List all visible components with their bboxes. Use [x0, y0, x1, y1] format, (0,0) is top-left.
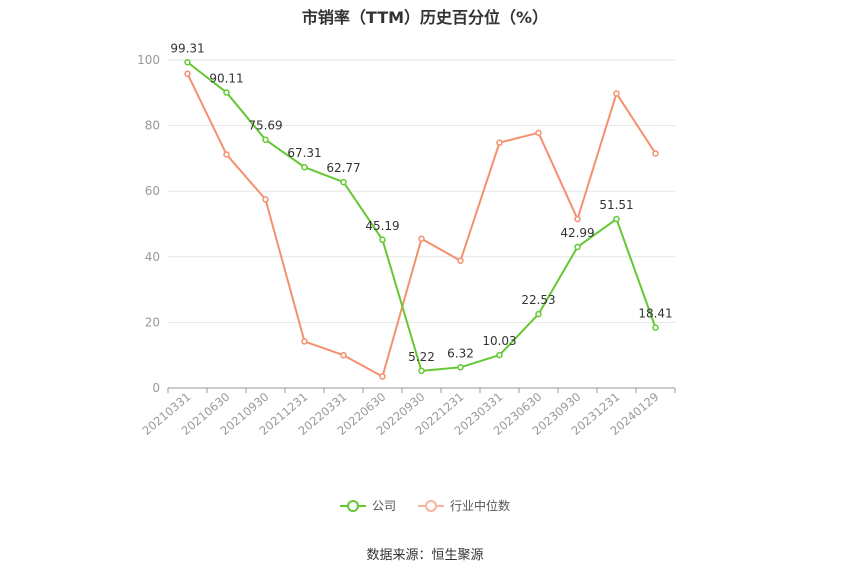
legend-label-industry-median: 行业中位数	[450, 499, 511, 513]
data-point-company	[613, 215, 620, 223]
data-point-industry-median	[574, 215, 581, 223]
data-point-company	[496, 351, 503, 359]
data-label: 99.31	[170, 41, 204, 55]
data-point-industry-median	[496, 139, 503, 146]
legend: 公司 行业中位数	[0, 497, 850, 514]
data-point-industry-median	[301, 338, 308, 345]
data-point-company	[301, 163, 308, 171]
data-source: 数据来源：恒生聚源	[366, 548, 484, 563]
y-tick-label: 20	[145, 315, 160, 329]
data-point-company	[457, 364, 464, 371]
data-point-industry-median	[652, 150, 659, 157]
data-point-company	[223, 89, 230, 96]
data-label: 18.41	[638, 307, 672, 321]
data-point-industry-median	[457, 257, 464, 264]
data-label: 62.77	[326, 161, 360, 175]
chart-title: 市销率（TTM）历史百分位（%）	[301, 8, 549, 27]
data-label: 6.32	[447, 346, 474, 360]
data-point-company	[184, 59, 191, 66]
data-label: 22.53	[521, 293, 555, 307]
y-tick-label: 60	[145, 184, 160, 198]
y-tick-label: 80	[145, 119, 160, 133]
data-point-company	[262, 136, 269, 143]
legend-label-company: 公司	[371, 499, 396, 513]
y-tick-label: 40	[145, 250, 160, 264]
data-point-industry-median	[418, 235, 425, 243]
data-point-industry-median	[340, 351, 347, 359]
data-label: 90.11	[209, 71, 243, 85]
data-label: 42.99	[560, 226, 594, 240]
legend-item-industry-median[interactable]: 行业中位数	[418, 497, 510, 514]
data-point-industry-median	[379, 373, 386, 380]
data-point-company	[418, 367, 425, 375]
data-label: 10.03	[482, 334, 516, 348]
series-line-company	[186, 61, 657, 372]
legend-swatch-industry-median	[418, 499, 444, 513]
data-label: 67.31	[287, 146, 321, 160]
data-point-company	[574, 243, 581, 251]
data-point-company	[379, 236, 386, 244]
data-point-company	[535, 310, 542, 318]
data-point-industry-median	[223, 151, 230, 158]
data-label: 45.19	[365, 219, 399, 233]
legend-item-company[interactable]: 公司	[339, 497, 396, 514]
y-tick-label: 100	[137, 53, 160, 67]
data-label: 51.51	[599, 198, 633, 212]
data-point-company	[652, 324, 659, 331]
legend-swatch-company	[339, 499, 366, 513]
data-label: 75.69	[248, 119, 282, 133]
data-point-industry-median	[262, 196, 269, 203]
data-point-industry-median	[613, 90, 620, 97]
data-point-company	[340, 178, 347, 186]
data-label: 5.22	[408, 350, 435, 364]
y-tick-label: 0	[152, 381, 160, 395]
data-point-industry-median	[184, 70, 191, 78]
data-point-industry-median	[535, 129, 542, 137]
